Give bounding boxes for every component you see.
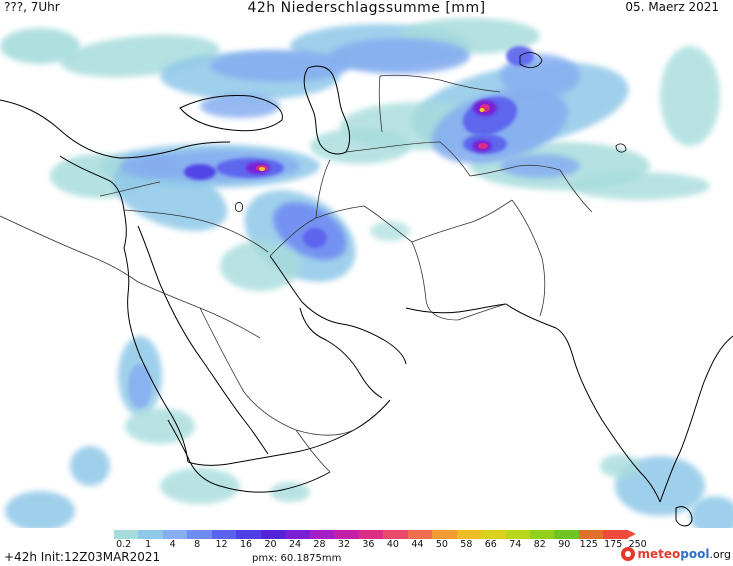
precip-area xyxy=(370,221,410,241)
precip-area xyxy=(330,38,470,74)
color-scale-tick-label: 125 xyxy=(579,539,598,550)
color-scale-tick-label: 90 xyxy=(558,539,571,550)
color-scale-tick-label: 44 xyxy=(411,539,424,550)
logo-text-org: .org xyxy=(709,547,731,561)
coastline-makran xyxy=(405,303,507,314)
color-scale-tick-label: 82 xyxy=(533,539,546,550)
coastline-horn xyxy=(167,419,331,493)
precip-area xyxy=(120,154,180,178)
color-scale-tick-label: 40 xyxy=(386,539,399,550)
precip-area xyxy=(200,94,280,118)
color-scale-swatch xyxy=(211,530,237,539)
precip-area xyxy=(478,143,488,149)
color-scale-swatch xyxy=(187,530,212,539)
logo-text-meteo: meteo xyxy=(637,547,681,561)
color-scale-swatch xyxy=(260,530,286,539)
color-scale-swatch xyxy=(505,530,530,539)
color-scale-tick-label: 250 xyxy=(628,539,647,550)
valid-time-label: ???, 7Uhr xyxy=(4,0,60,14)
color-scale-tick-label: 58 xyxy=(460,539,473,550)
color-scale-swatch xyxy=(138,530,163,539)
color-scale-tick-label: 28 xyxy=(313,539,326,550)
color-scale-swatch xyxy=(456,530,482,539)
precipitation-map xyxy=(0,18,733,528)
color-scale-swatch xyxy=(554,530,579,539)
color-scale-swatch xyxy=(407,530,433,539)
color-scale-tick-label: 12 xyxy=(215,539,228,550)
color-scale-tick-label: 36 xyxy=(362,539,375,550)
color-scale-tick-label: 4 xyxy=(169,539,176,550)
color-scale-tick-label: 8 xyxy=(194,539,201,550)
color-scale-swatch xyxy=(481,530,506,539)
logo-text-pool: pool xyxy=(680,547,710,561)
model-init-time: +42h Init:12Z03MAR2021 xyxy=(4,550,161,564)
precip-area xyxy=(570,172,710,200)
color-scale-arrow xyxy=(627,530,636,538)
precip-area xyxy=(128,364,152,408)
color-scale-tick-label: 175 xyxy=(604,539,623,550)
coastline-med xyxy=(0,99,231,249)
precip-area xyxy=(660,46,720,146)
precip-area xyxy=(184,164,216,180)
color-scale-tick-label: 20 xyxy=(264,539,277,550)
color-scale-swatch xyxy=(383,530,408,539)
lake-outline xyxy=(519,52,543,68)
coastline-india xyxy=(505,303,733,503)
color-scale-swatch xyxy=(334,530,359,539)
color-scale-tick-label: 66 xyxy=(484,539,497,550)
color-scale-swatch xyxy=(578,530,604,539)
meteopool-logo-icon xyxy=(621,547,636,561)
precipitation-fields xyxy=(0,18,733,528)
color-scale-tick-label: 1 xyxy=(145,539,152,550)
precip-area xyxy=(600,454,640,478)
coastline-black-sea xyxy=(179,95,283,132)
precip-area xyxy=(70,446,110,486)
precip-area xyxy=(479,108,485,112)
precip-area xyxy=(220,241,300,291)
precip-area xyxy=(210,50,350,82)
color-scale-tick-label: 32 xyxy=(337,539,350,550)
color-scale-swatch xyxy=(114,530,139,539)
color-scale-tick-label: 74 xyxy=(509,539,522,550)
color-scale-swatch xyxy=(162,530,188,539)
lake-outline xyxy=(615,143,627,153)
color-scale-tick-label: 0.2 xyxy=(116,539,132,550)
color-scale-tick-label: 16 xyxy=(240,539,253,550)
color-scale-tick-label: 24 xyxy=(288,539,302,550)
map-title: 42h Niederschlagssumme [mm] xyxy=(247,0,486,16)
precip-area xyxy=(310,128,410,164)
coastline-sri-lanka xyxy=(675,506,693,527)
precip-area xyxy=(5,491,75,528)
color-scale-swatch xyxy=(358,530,384,539)
precipitation-color-scale xyxy=(114,530,636,539)
valid-date: 05. Maerz 2021 xyxy=(625,0,719,14)
color-scale-labels: 0.2 1 4 8 12 16 20 24 28 32 36 40 44 50 58 66 74 82 90 125 1… xyxy=(114,539,647,551)
color-scale-swatch xyxy=(309,530,335,539)
color-scale-swatch xyxy=(285,530,310,539)
coastline-red-sea xyxy=(123,225,269,463)
precip-area xyxy=(259,167,265,171)
lake-outline xyxy=(235,202,243,212)
color-scale-tick-label: 50 xyxy=(435,539,448,550)
color-scale-swatch xyxy=(236,530,261,539)
coastline-persian-gulf xyxy=(269,255,407,399)
precip-area xyxy=(0,28,80,64)
precip-area xyxy=(303,228,327,248)
coastline-arabia-south xyxy=(187,399,391,466)
precip-area xyxy=(125,408,195,444)
precip-area xyxy=(270,482,310,502)
color-scale-swatch xyxy=(529,530,555,539)
border-lines xyxy=(0,74,593,473)
color-scale-swatch xyxy=(603,530,628,539)
precip-area xyxy=(690,496,733,528)
precip-max-value: pmx: 60.1875mm xyxy=(252,553,342,564)
precip-area xyxy=(160,468,240,504)
color-scale-swatch xyxy=(432,530,457,539)
meteopool-logo[interactable]: meteo pool .org xyxy=(621,547,731,561)
